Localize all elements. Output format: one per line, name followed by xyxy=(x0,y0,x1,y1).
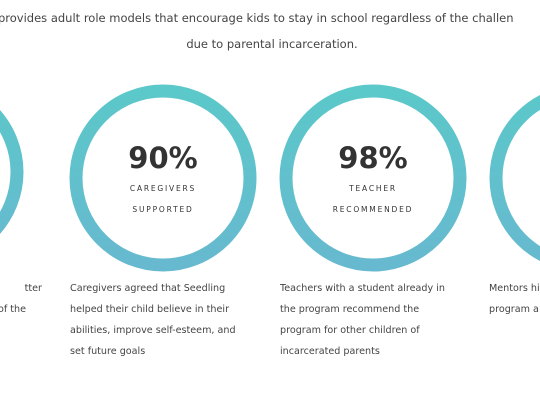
ring xyxy=(69,84,257,272)
ring xyxy=(279,84,467,272)
description-line: Caregivers agreed that Seedling xyxy=(70,283,225,294)
card-description: Mentors hi xyxy=(489,283,540,294)
description-line: set future goals xyxy=(70,346,145,357)
stat-label: RECOMMENDED xyxy=(333,205,413,214)
stat-label: SUPPORTED xyxy=(132,205,193,214)
intro-line: due to parental incarceration. xyxy=(186,37,357,51)
intro-line: provides adult role models that encourag… xyxy=(0,11,514,25)
stat-label: TEACHER xyxy=(348,184,397,193)
description-line: Teachers with a student already in xyxy=(279,283,445,294)
description-line: helped their child believe in their xyxy=(70,304,229,315)
card-description: Teachers with a student already in the p… xyxy=(279,283,445,357)
stat-label: CAREGIVERS xyxy=(130,184,196,193)
ring xyxy=(0,110,24,234)
stat-value: 98% xyxy=(338,141,407,175)
description-line: incarcerated parents xyxy=(280,346,380,357)
card-description: tter xyxy=(25,283,42,294)
card-description: program a xyxy=(489,304,539,315)
stat-value: 90% xyxy=(128,141,197,175)
card-description: of the xyxy=(0,304,26,315)
card-description: Caregivers agreed that Seedling helped t… xyxy=(70,283,236,357)
description-line: the program recommend the xyxy=(280,304,419,315)
ring xyxy=(489,94,540,262)
description-line: abilities, improve self-esteem, and xyxy=(70,325,236,336)
description-line: program for other children of xyxy=(280,325,420,336)
